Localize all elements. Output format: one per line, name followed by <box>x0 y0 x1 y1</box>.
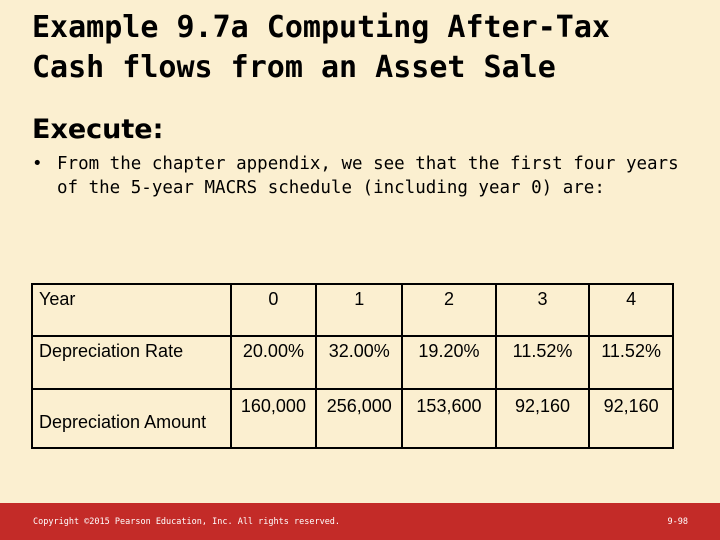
table-cell: 160,000 <box>229 388 318 449</box>
table-cell: 92,160 <box>494 388 591 449</box>
table-cell: 256,000 <box>315 388 404 449</box>
bullet-item: • From the chapter appendix, we see that… <box>32 152 692 200</box>
table-cell: 11.52% <box>494 335 591 390</box>
macrs-depreciation-table: Year 0 1 2 3 4 Depreciation Rate 20.00% … <box>31 283 674 449</box>
table-row-year: Year 0 1 2 3 4 <box>31 283 674 337</box>
row-label-depreciation-rate: Depreciation Rate <box>31 335 232 390</box>
table-cell: 20.00% <box>229 335 318 390</box>
bullet-text: From the chapter appendix, we see that t… <box>57 154 679 198</box>
table-cell: 11.52% <box>588 335 674 390</box>
table-cell: 3 <box>494 283 591 337</box>
table-cell: 1 <box>315 283 404 337</box>
table-cell: 32.00% <box>315 335 404 390</box>
table-cell: 0 <box>229 283 318 337</box>
table-row-depreciation-amount: Depreciation Amount 160,000 256,000 153,… <box>31 388 674 449</box>
table-cell: 19.20% <box>401 335 497 390</box>
table-cell: 4 <box>588 283 674 337</box>
slide-title-line-1: Example 9.7a Computing After-Tax <box>32 10 610 45</box>
table-cell: 92,160 <box>588 388 674 449</box>
footer-bar <box>0 503 720 540</box>
table-row-depreciation-rate: Depreciation Rate 20.00% 32.00% 19.20% 1… <box>31 335 674 390</box>
row-label-depreciation-amount: Depreciation Amount <box>31 388 232 449</box>
bullet-marker: • <box>32 154 43 174</box>
table-cell: 2 <box>401 283 497 337</box>
page-number: 9-98 <box>667 517 688 527</box>
slide-subheading: Execute: <box>32 114 164 145</box>
slide-title-line-2: Cash flows from an Asset Sale <box>32 50 556 85</box>
row-label-year: Year <box>31 283 232 337</box>
slide-title: Example 9.7a Computing After-Tax Cash fl… <box>32 8 702 88</box>
copyright-notice: Copyright ©2015 Pearson Education, Inc. … <box>33 517 341 527</box>
table-cell: 153,600 <box>401 388 497 449</box>
